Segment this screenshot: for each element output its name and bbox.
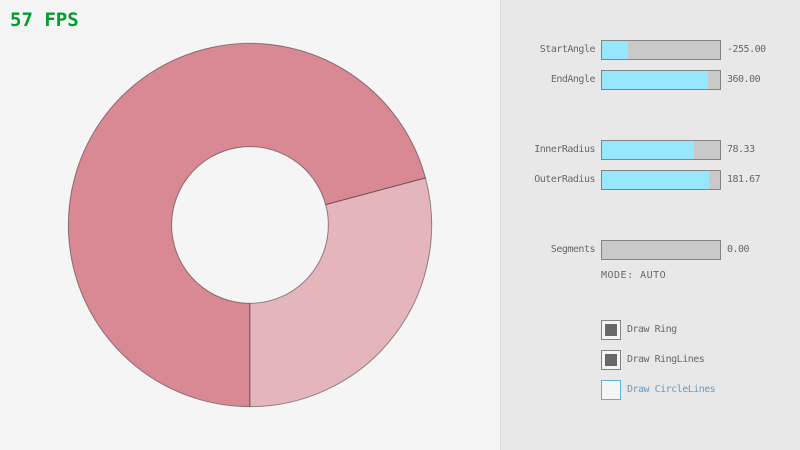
segments-label: Segments: [550, 244, 596, 255]
checkbox-row-draw-ringlines: Draw RingLines: [501, 350, 800, 370]
slider-row-innerradius: InnerRadius 78.33: [501, 140, 800, 160]
slider-fill: [602, 141, 695, 159]
innerradius-label: InnerRadius: [534, 144, 595, 155]
draw-ring-checkbox[interactable]: [601, 320, 621, 340]
slider-fill: [602, 41, 628, 59]
outerradius-label: OuterRadius: [534, 174, 595, 185]
checkbox-row-draw-circlelines: Draw CircleLines: [501, 380, 800, 400]
ring-segment-double-pass: [67, 42, 426, 408]
draw-circlelines-checkbox[interactable]: [601, 380, 621, 400]
startangle-label: StartAngle: [539, 44, 596, 55]
ring-segment-single-pass: [249, 177, 433, 408]
endangle-label: EndAngle: [550, 74, 596, 85]
draw-ringlines-label: Draw RingLines: [627, 354, 705, 365]
draw-ringlines-checkbox[interactable]: [601, 350, 621, 370]
slider-row-segments: Segments 0.00: [501, 240, 800, 260]
checkmark: [605, 324, 617, 336]
slider-row-startangle: StartAngle -255.00: [501, 40, 800, 60]
innerradius-slider[interactable]: [601, 140, 721, 160]
draw-circlelines-label: Draw CircleLines: [627, 384, 716, 395]
slider-fill: [602, 171, 710, 189]
endangle-slider[interactable]: [601, 70, 721, 90]
endangle-value: 360.00: [727, 74, 761, 85]
checkmark: [605, 354, 617, 366]
innerradius-value: 78.33: [727, 144, 755, 155]
outerradius-value: 181.67: [727, 174, 761, 185]
draw-ring-label: Draw Ring: [627, 324, 677, 335]
segments-value: 0.00: [727, 244, 750, 255]
segments-mode-text: MODE: AUTO: [601, 270, 667, 281]
outerradius-slider[interactable]: [601, 170, 721, 190]
fps-counter: 57 FPS: [10, 9, 79, 31]
control-panel: StartAngle -255.00 EndAngle 360.00 Inner…: [500, 0, 800, 450]
slider-fill: [602, 71, 709, 89]
slider-row-outerradius: OuterRadius 181.67: [501, 170, 800, 190]
checkbox-row-draw-ring: Draw Ring: [501, 320, 800, 340]
segments-slider[interactable]: [601, 240, 721, 260]
startangle-slider[interactable]: [601, 40, 721, 60]
startangle-value: -255.00: [727, 44, 766, 55]
slider-row-endangle: EndAngle 360.00: [501, 70, 800, 90]
